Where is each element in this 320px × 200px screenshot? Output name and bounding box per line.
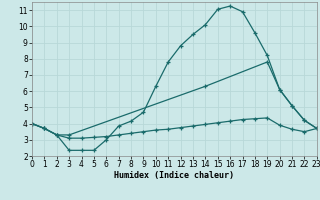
X-axis label: Humidex (Indice chaleur): Humidex (Indice chaleur)	[115, 171, 234, 180]
